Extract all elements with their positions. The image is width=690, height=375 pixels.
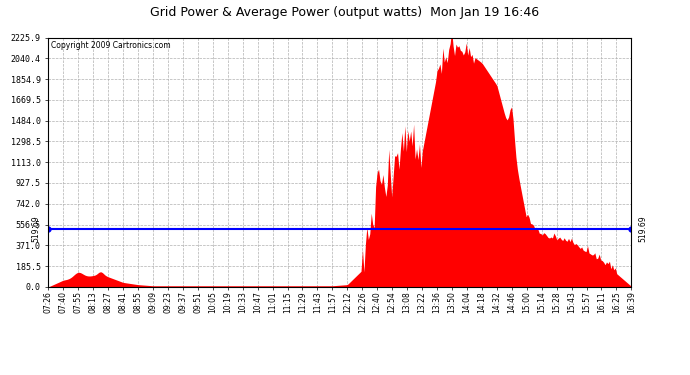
Text: 519.69: 519.69 — [32, 215, 41, 242]
Text: 519.69: 519.69 — [639, 215, 648, 242]
Text: Copyright 2009 Cartronics.com: Copyright 2009 Cartronics.com — [51, 41, 171, 50]
Text: Grid Power & Average Power (output watts)  Mon Jan 19 16:46: Grid Power & Average Power (output watts… — [150, 6, 540, 19]
